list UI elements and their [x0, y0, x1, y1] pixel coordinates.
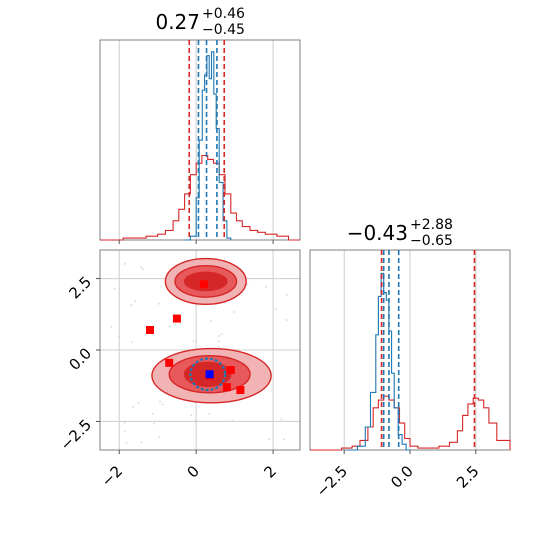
- right-xtick-label-1: 0.0: [387, 462, 417, 492]
- scatter-point: [208, 412, 211, 415]
- joint-red-marker-2: [146, 326, 154, 334]
- scatter-point: [217, 345, 220, 348]
- scatter-point: [134, 300, 137, 303]
- scatter-point: [158, 435, 161, 438]
- scatter-point: [220, 333, 223, 336]
- right-xtick-label-2: 2.5: [453, 462, 483, 492]
- scatter-point: [193, 420, 196, 423]
- joint-red-marker-4: [226, 366, 235, 374]
- scatter-point: [132, 405, 135, 408]
- title-x1: −0.43 +2.88−0.65: [347, 217, 453, 249]
- joint-red-marker-6: [236, 386, 245, 394]
- joint-ytick-label-1: 0.0: [65, 344, 95, 374]
- scatter-point: [113, 287, 116, 290]
- scatter-point: [131, 341, 134, 344]
- scatter-point: [140, 265, 143, 268]
- joint-blue-marker-0: [205, 370, 214, 379]
- scatter-point: [125, 442, 128, 445]
- scatter-point: [140, 441, 143, 444]
- marginal-panel-x1: −2.5 0.0 2.5: [309, 249, 511, 501]
- scatter-point: [285, 319, 288, 322]
- title-x0-minus: −0.45: [202, 22, 245, 38]
- scatter-point: [174, 323, 177, 326]
- scatter-point: [110, 325, 113, 328]
- top-hist-red: [100, 154, 300, 241]
- scatter-point: [141, 268, 144, 271]
- title-x1-plus: +2.88: [410, 217, 453, 233]
- joint-contour-6: [189, 357, 227, 392]
- scatter-point: [123, 430, 126, 433]
- scatter-point: [124, 262, 127, 265]
- title-x1-value: −0.43: [347, 221, 408, 245]
- title-x1-minus: −0.65: [410, 233, 453, 249]
- scatter-point: [285, 294, 288, 296]
- scatter-point: [274, 307, 277, 310]
- scatter-point: [190, 414, 193, 417]
- right-hist-red: [310, 395, 511, 451]
- scatter-point: [192, 340, 195, 343]
- scatter-point: [267, 438, 270, 441]
- scatter-point: [233, 311, 236, 313]
- scatter-point: [217, 340, 220, 343]
- marginal-panel-x0: [99, 39, 301, 244]
- scatter-point: [161, 403, 164, 406]
- scatter-point: [168, 325, 171, 328]
- panel-titles: 0.27 +0.46−0.45 −0.43 +2.88−0.65: [155, 6, 452, 249]
- scatter-point: [137, 402, 140, 404]
- scatter-point: [153, 422, 156, 425]
- joint-xtick-label-1: 0: [184, 462, 203, 481]
- scatter-point: [218, 335, 220, 337]
- title-x0-plus: +0.46: [202, 6, 245, 22]
- scatter-point: [231, 419, 234, 422]
- scatter-point: [151, 412, 154, 415]
- scatter-point: [123, 421, 126, 424]
- scatter-point: [280, 418, 283, 421]
- joint-panel: −2 0 2 −2.5 0.0 2.5: [57, 249, 301, 490]
- scatter-point: [130, 304, 133, 307]
- scatter-point: [159, 400, 161, 403]
- joint-red-marker-3: [165, 358, 174, 367]
- scatter-point: [246, 283, 249, 286]
- title-x0-value: 0.27: [155, 10, 200, 34]
- scatter-point: [265, 285, 267, 288]
- top-frame: [99, 39, 301, 241]
- joint-red-marker-0: [199, 280, 208, 289]
- right-xtick-label-0: −2.5: [313, 462, 351, 500]
- joint-ytick-label-0: −2.5: [57, 416, 95, 454]
- joint-xtick-label-0: −2: [98, 462, 126, 490]
- joint-xtick-label-2: 2: [260, 462, 279, 481]
- scatter-point: [117, 335, 120, 338]
- scatter-point: [210, 320, 213, 323]
- scatter-point: [157, 302, 160, 305]
- joint-red-marker-5: [222, 383, 231, 392]
- scatter-point: [282, 438, 285, 441]
- joint-ytick-label-2: 2.5: [65, 273, 95, 303]
- title-x0: 0.27 +0.46−0.45: [155, 6, 245, 38]
- joint-red-marker-1: [172, 314, 181, 323]
- top-hist-blue: [184, 51, 232, 241]
